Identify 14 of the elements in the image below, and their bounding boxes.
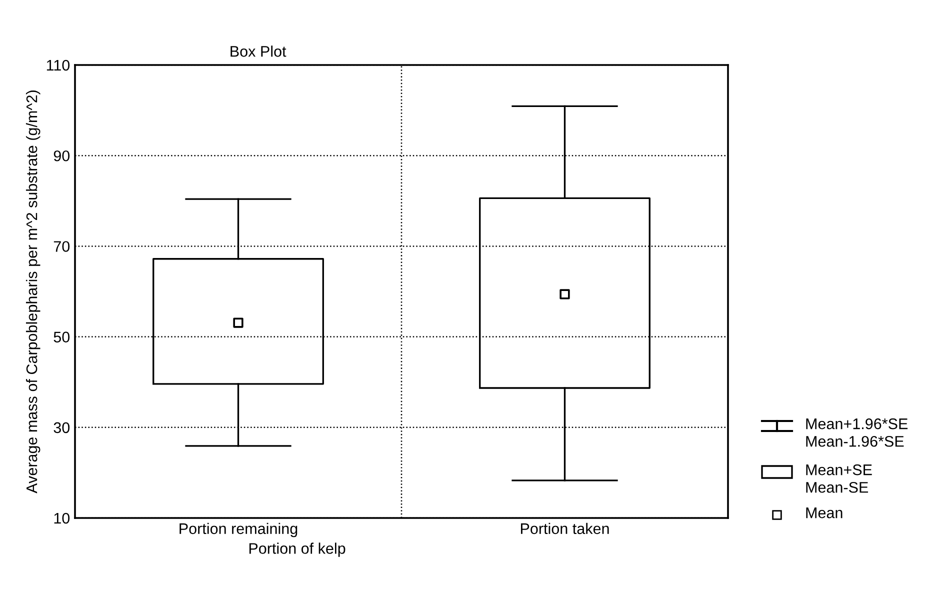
text: Mean [806,508,842,518]
y-tick-label: 110 [46,60,70,71]
text: Mean+1.96*SE Mean-1.96*SE [806,418,908,447]
y-tick-label: 70 [54,241,70,252]
y-tick-label: 90 [54,150,70,162]
y-tick-label: 50 [54,332,70,342]
text: Mean+SE Mean-SE [806,464,872,493]
y-tick-label: 10 [54,512,70,524]
y-axis-title: Average mass of Carpoblepharis per m^2 substrate (g/m^2) [26,90,40,494]
x-tick-label: Portion remaining [180,522,298,538]
x-axis-title: Portion of kelp [249,542,346,557]
chart-title: Box Plot [230,46,286,57]
x-tick-label: Portion taken [520,522,609,534]
y-tick-label: 30 [54,422,70,434]
